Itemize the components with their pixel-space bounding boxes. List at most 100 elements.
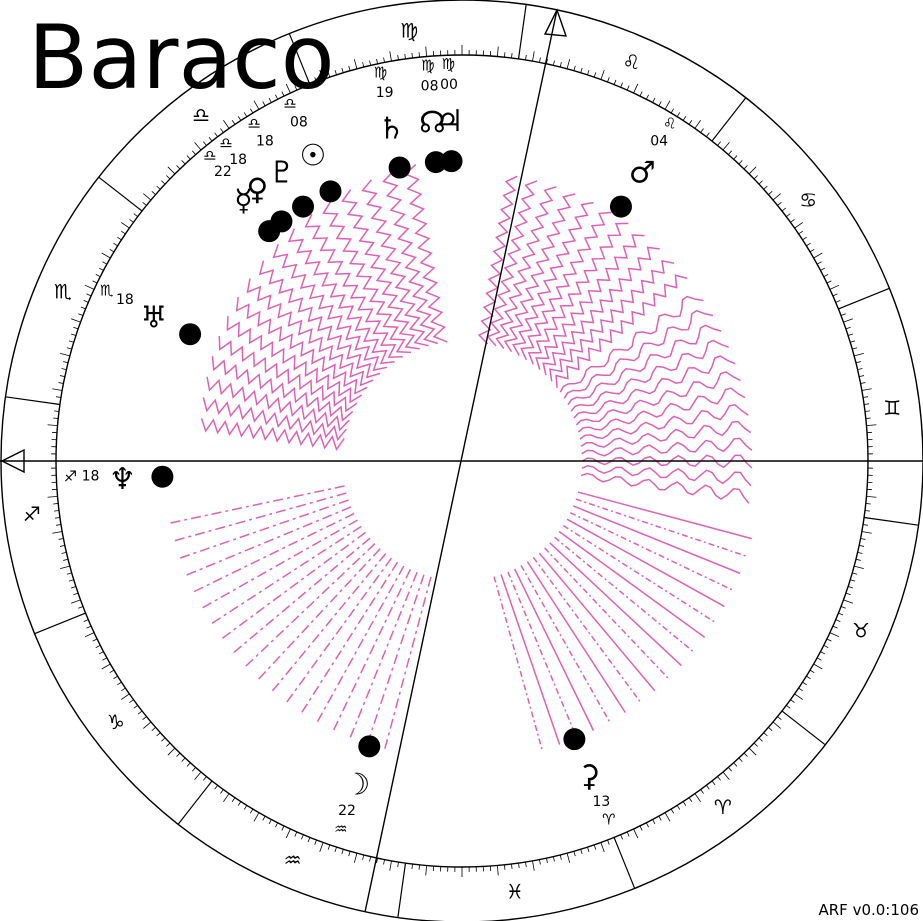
- degree-tick: [319, 69, 324, 80]
- degree-tick: [496, 865, 499, 876]
- degree-tick: [243, 112, 248, 117]
- degree-tick: [838, 612, 844, 616]
- dashed-line: [220, 531, 366, 641]
- degree-tick: [652, 819, 656, 825]
- degree-tick: [418, 864, 420, 870]
- saturn-degree: 19: [376, 85, 394, 101]
- degree-tick: [823, 274, 829, 278]
- degree-tick: [496, 46, 499, 57]
- degree-tick: [676, 805, 681, 810]
- degree-tick: [98, 651, 104, 655]
- saturn-glyph: ♄: [378, 111, 405, 146]
- degree-tick: [802, 236, 807, 241]
- degree-tick: [383, 57, 385, 63]
- degree-tick: [573, 65, 576, 71]
- degree-tick: [47, 424, 58, 427]
- dashed-line: [554, 536, 694, 653]
- degree-tick: [243, 805, 248, 810]
- degree-tick: [600, 842, 605, 853]
- dashed-line: [538, 552, 656, 692]
- degree-tick: [843, 318, 854, 323]
- degree-tick: [711, 780, 716, 786]
- degree-tick: [156, 732, 161, 737]
- zigzag-line: [361, 179, 429, 347]
- sign-boundary: [177, 780, 213, 825]
- degree-tick: [552, 856, 555, 862]
- degree-tick: [86, 293, 92, 297]
- degree-tick: [845, 592, 851, 596]
- degree-tick: [194, 771, 202, 780]
- jupiter-degree: 00: [440, 77, 458, 93]
- chiron-sign: ♈: [602, 810, 615, 828]
- degree-tick: [546, 58, 548, 64]
- degree-tick: [101, 663, 111, 670]
- aries-sign-glyph: ♈: [714, 795, 732, 819]
- degree-tick: [559, 62, 562, 68]
- degree-tick: [411, 53, 413, 59]
- degree-tick: [620, 82, 623, 88]
- zigzag-line: [341, 189, 420, 350]
- wave-line: [563, 309, 714, 399]
- zigzag-line: [503, 193, 576, 353]
- degree-tick: [109, 669, 115, 674]
- degree-tick: [840, 313, 846, 316]
- degree-tick: [418, 52, 420, 58]
- degree-tick: [341, 67, 344, 73]
- virgo-sign-glyph: ♍: [400, 19, 418, 43]
- degree-tick: [525, 861, 527, 868]
- sign-boundary: [838, 287, 890, 310]
- degree-tick: [60, 352, 70, 357]
- degree-tick: [121, 693, 130, 700]
- degree-tick: [249, 108, 254, 114]
- mars-sign: ♌: [663, 115, 676, 133]
- sign-boundary: [517, 4, 527, 60]
- venus-degree: 18: [229, 152, 247, 168]
- zigzag-line: [527, 222, 629, 365]
- degree-tick: [129, 699, 134, 703]
- degree-tick: [73, 592, 79, 596]
- degree-tick: [758, 180, 763, 185]
- degree-tick: [102, 657, 108, 661]
- north-node-degree: 08: [421, 78, 439, 94]
- jupiter-marker: [440, 150, 463, 173]
- degree-tick: [790, 219, 795, 223]
- degree-tick: [855, 361, 861, 364]
- degree-tick: [166, 175, 171, 180]
- degree-tick: [83, 619, 89, 622]
- degree-tick: [192, 150, 196, 155]
- degree-tick: [854, 352, 864, 357]
- dashed-line: [549, 542, 682, 667]
- degree-tick: [772, 721, 781, 729]
- dashed-line: [577, 491, 752, 540]
- degree-tick: [167, 747, 176, 756]
- degree-tick: [55, 396, 62, 398]
- degree-tick: [223, 120, 230, 129]
- degree-tick: [626, 831, 630, 837]
- degree-tick: [186, 762, 191, 767]
- degree-tick: [816, 657, 822, 661]
- degree-tick: [214, 785, 218, 790]
- dashed-line: [566, 518, 725, 608]
- dashed-line: [500, 574, 561, 745]
- aquarius-sign-glyph: ♒: [284, 848, 302, 872]
- pisces-sign-glyph: ♓: [506, 879, 524, 903]
- zigzag-line: [218, 335, 358, 413]
- degree-tick: [518, 862, 520, 869]
- sign-boundary: [397, 862, 407, 918]
- zigzag-line: [235, 296, 368, 395]
- sun-sign: ♎: [283, 95, 296, 113]
- dashed-line: [200, 519, 358, 610]
- degree-tick: [768, 727, 773, 731]
- dashed-line: [569, 511, 734, 591]
- degree-tick: [70, 599, 81, 604]
- degree-tick: [768, 191, 773, 195]
- degree-tick: [262, 815, 266, 821]
- degree-tick: [626, 85, 630, 91]
- zigzag-line: [287, 228, 395, 365]
- saturn-sign: ♍: [374, 64, 387, 82]
- degree-tick: [546, 858, 548, 864]
- libra-sign-glyph: ♎: [192, 103, 210, 127]
- degree-tick: [857, 551, 863, 554]
- degree-tick: [220, 128, 224, 133]
- degree-tick: [738, 160, 743, 165]
